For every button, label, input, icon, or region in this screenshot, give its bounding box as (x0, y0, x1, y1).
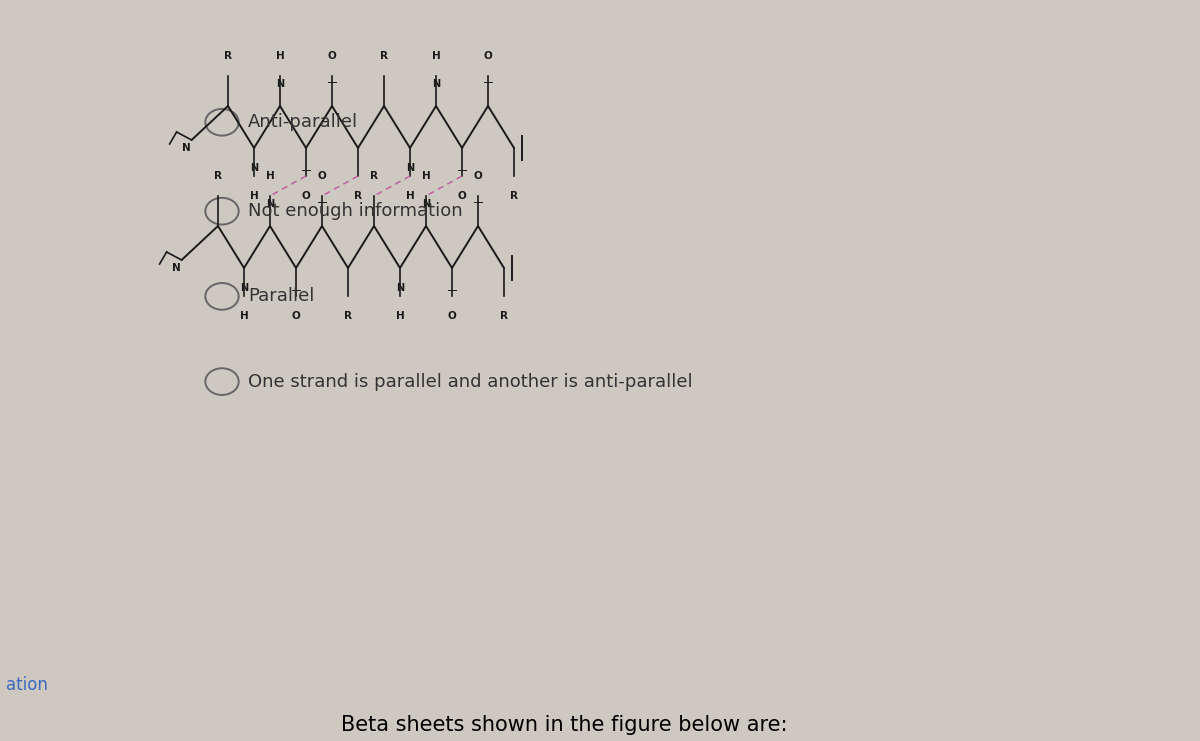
Text: R: R (354, 191, 362, 201)
Text: R: R (380, 51, 388, 61)
Text: H: H (265, 171, 275, 181)
Text: N: N (266, 199, 274, 209)
Text: N: N (240, 283, 248, 293)
Text: H: H (250, 191, 258, 201)
Text: R: R (500, 311, 508, 321)
Text: N: N (432, 79, 440, 89)
Text: R: R (344, 311, 352, 321)
Text: Not enough information: Not enough information (248, 202, 463, 220)
Text: O: O (292, 311, 300, 321)
Text: Parallel: Parallel (248, 288, 314, 305)
Text: Beta sheets shown in the figure below are:: Beta sheets shown in the figure below ar… (341, 715, 787, 735)
Text: N: N (406, 163, 414, 173)
Text: N: N (276, 79, 284, 89)
Text: R: R (510, 191, 518, 201)
Text: Anti-parallel: Anti-parallel (248, 113, 358, 131)
Text: H: H (421, 171, 431, 181)
Text: N: N (182, 143, 191, 153)
Text: O: O (457, 191, 467, 201)
Text: O: O (474, 171, 482, 181)
Text: O: O (484, 51, 492, 61)
Text: R: R (214, 171, 222, 181)
Text: H: H (240, 311, 248, 321)
Text: H: H (276, 51, 284, 61)
Text: N: N (250, 163, 258, 173)
Text: ation: ation (6, 677, 48, 694)
Text: R: R (370, 171, 378, 181)
Text: N: N (422, 199, 430, 209)
Text: O: O (318, 171, 326, 181)
Text: N: N (396, 283, 404, 293)
Text: One strand is parallel and another is anti-parallel: One strand is parallel and another is an… (248, 373, 692, 391)
Text: O: O (448, 311, 456, 321)
Text: N: N (173, 263, 181, 273)
Text: H: H (432, 51, 440, 61)
Text: R: R (224, 51, 232, 61)
Text: O: O (328, 51, 336, 61)
Text: O: O (301, 191, 311, 201)
Text: H: H (406, 191, 414, 201)
Text: H: H (396, 311, 404, 321)
